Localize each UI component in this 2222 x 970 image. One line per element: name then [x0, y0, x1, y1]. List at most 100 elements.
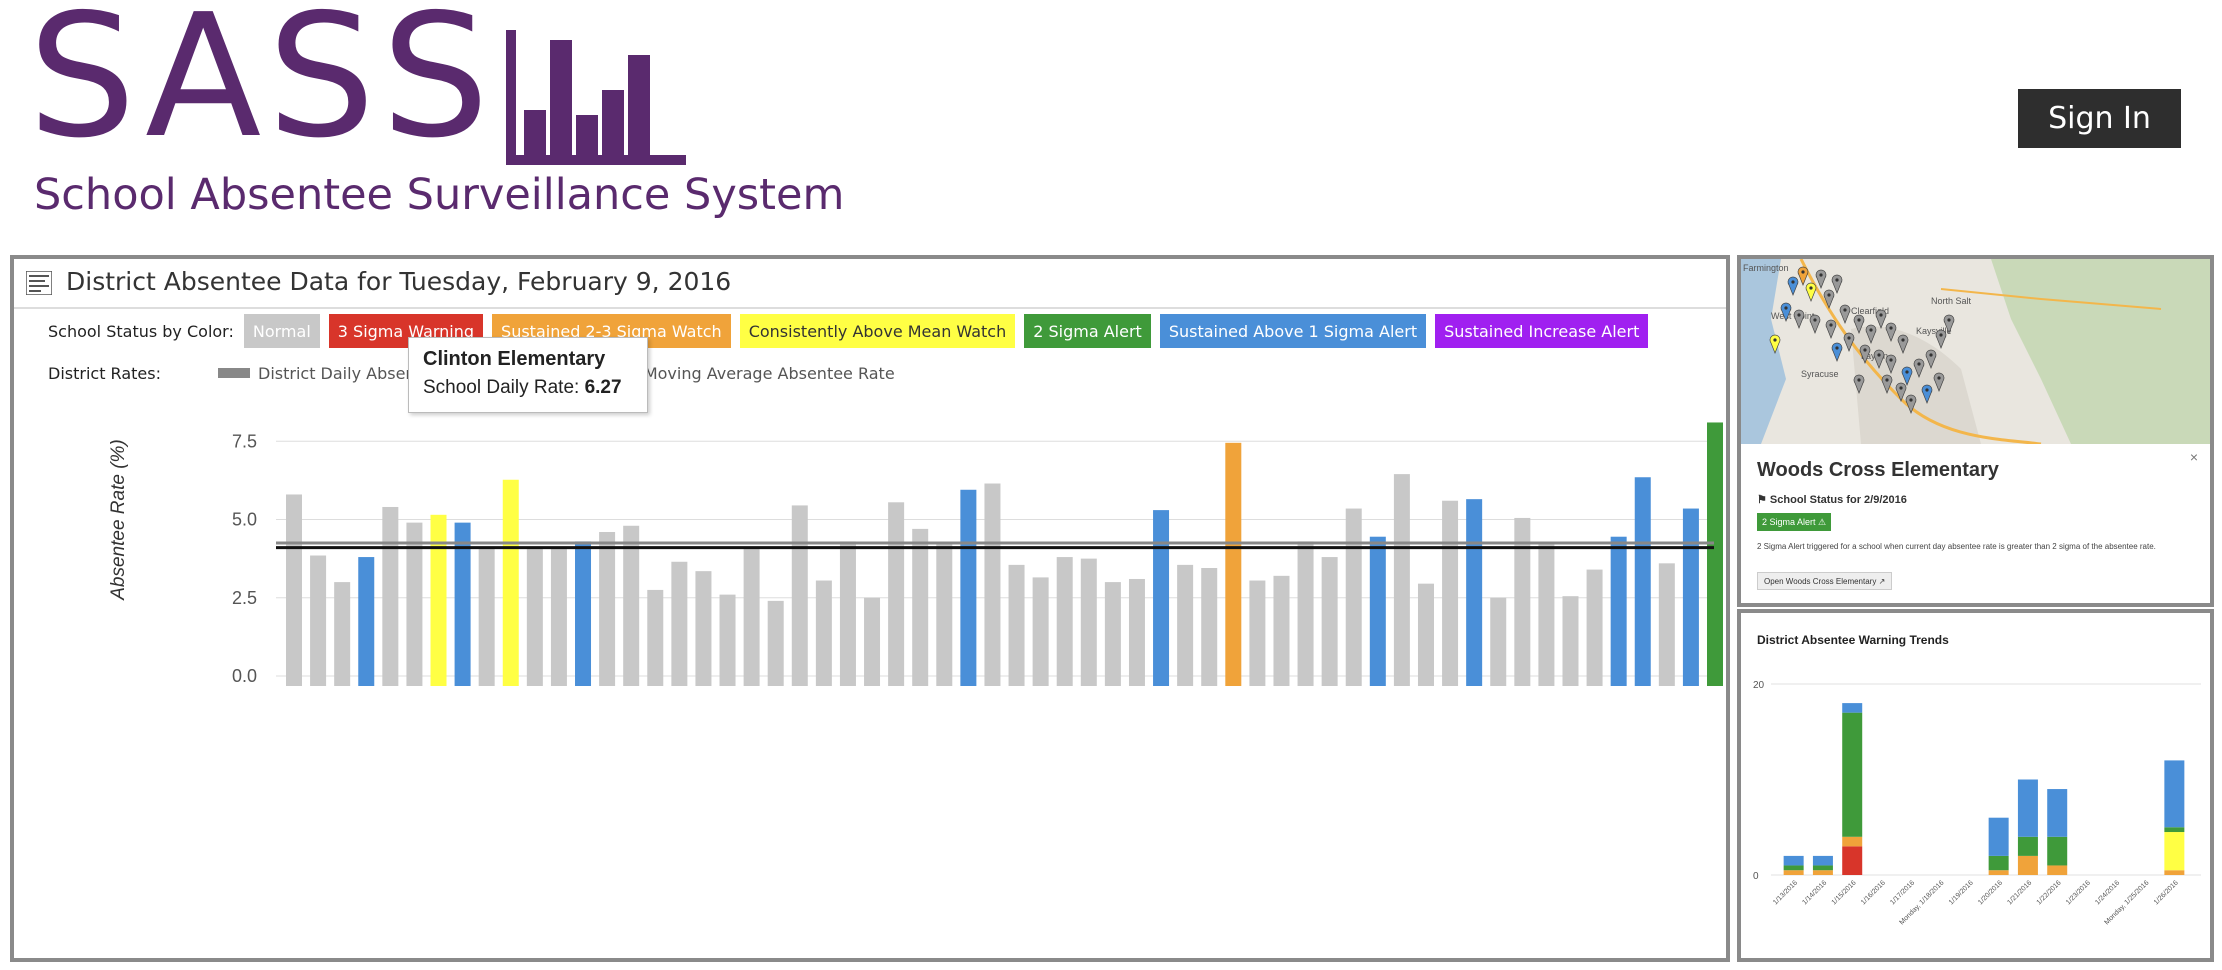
sass-logo[interactable]: SASS School Absentee Surveillance System — [28, 0, 844, 220]
school-bar[interactable] — [526, 547, 543, 686]
school-map-pin-icon[interactable] — [1787, 276, 1799, 296]
school-bar[interactable] — [575, 541, 592, 686]
school-bar[interactable] — [406, 522, 423, 686]
school-map-pin-icon[interactable] — [1875, 309, 1887, 329]
school-map-pin-icon[interactable] — [1897, 334, 1909, 354]
school-map-pin-icon[interactable] — [1885, 322, 1897, 342]
school-map-pin-icon[interactable] — [1793, 309, 1805, 329]
trend-bar-segment[interactable] — [2017, 855, 2038, 875]
school-map-pin-icon[interactable] — [1943, 314, 1955, 334]
school-map-pin-icon[interactable] — [1839, 304, 1851, 324]
school-map-pin-icon[interactable] — [1780, 302, 1792, 322]
school-bar[interactable] — [334, 582, 351, 686]
school-bar[interactable] — [1321, 557, 1338, 686]
trend-bar-segment[interactable] — [1812, 870, 1833, 875]
school-bar[interactable] — [767, 600, 784, 686]
trend-bar-segment[interactable] — [1842, 703, 1863, 713]
school-map-pin-icon[interactable] — [1921, 384, 1933, 404]
school-map-pin-icon[interactable] — [1895, 382, 1907, 402]
school-bar[interactable] — [286, 494, 302, 686]
school-bar[interactable] — [430, 514, 447, 686]
school-bar[interactable] — [888, 502, 905, 686]
school-bar[interactable] — [647, 589, 664, 686]
school-map-pin-icon[interactable] — [1901, 366, 1913, 386]
trend-bar-segment[interactable] — [2047, 789, 2068, 837]
school-map-pin-icon[interactable] — [1853, 314, 1865, 334]
school-map-pin-icon[interactable] — [1885, 354, 1897, 374]
trend-bar-segment[interactable] — [2047, 836, 2068, 866]
school-bar[interactable] — [1490, 597, 1507, 686]
school-bar[interactable] — [454, 522, 471, 686]
school-map[interactable]: Farmington North Salt West Point Syracuse Ka… — [1741, 259, 2210, 444]
trend-bar-segment[interactable] — [1842, 712, 1863, 837]
school-bar[interactable] — [1225, 442, 1242, 686]
school-bar[interactable] — [1707, 422, 1723, 686]
school-bar[interactable] — [719, 594, 736, 686]
school-bar[interactable] — [1393, 474, 1410, 686]
school-map-pin-icon[interactable] — [1809, 314, 1821, 334]
school-map-pin-icon[interactable] — [1873, 349, 1885, 369]
school-bar[interactable] — [1080, 558, 1097, 686]
trend-bar-segment[interactable] — [2164, 760, 2185, 828]
school-bar[interactable] — [1538, 544, 1555, 686]
school-map-pin-icon[interactable] — [1905, 394, 1917, 414]
school-bar[interactable] — [1610, 536, 1627, 686]
school-bar[interactable] — [502, 479, 519, 686]
trend-bar-segment[interactable] — [1783, 870, 1804, 875]
school-map-pin-icon[interactable] — [1853, 374, 1865, 394]
school-bar[interactable] — [599, 532, 616, 686]
school-bar[interactable] — [1634, 477, 1651, 686]
trend-bar-segment[interactable] — [2017, 836, 2038, 856]
school-map-pin-icon[interactable] — [1913, 358, 1925, 378]
trend-bar-segment[interactable] — [1842, 836, 1863, 847]
school-bar[interactable] — [1345, 508, 1362, 686]
trend-bar-segment[interactable] — [1988, 870, 2009, 875]
school-map-pin-icon[interactable] — [1859, 344, 1871, 364]
school-bar[interactable] — [1032, 577, 1049, 686]
school-bar[interactable] — [310, 555, 327, 686]
school-map-pin-icon[interactable] — [1823, 289, 1835, 309]
school-map-pin-icon[interactable] — [1865, 324, 1877, 344]
school-map-pin-icon[interactable] — [1925, 349, 1937, 369]
school-bar[interactable] — [1273, 575, 1290, 686]
close-icon[interactable]: × — [2189, 449, 2198, 465]
school-bar[interactable] — [1442, 500, 1459, 686]
school-bar[interactable] — [1297, 541, 1314, 686]
school-bar[interactable] — [1369, 536, 1386, 686]
school-map-pin-icon[interactable] — [1797, 266, 1809, 286]
school-bar[interactable] — [1008, 564, 1025, 686]
open-school-button[interactable]: Open Woods Cross Elementary ↗ — [1757, 572, 1893, 590]
school-bar[interactable] — [1658, 563, 1675, 686]
school-bar[interactable] — [912, 528, 929, 686]
school-bar[interactable] — [984, 483, 1001, 686]
school-bar[interactable] — [1682, 508, 1699, 686]
school-map-pin-icon[interactable] — [1831, 274, 1843, 294]
school-bar[interactable] — [791, 505, 808, 686]
sign-in-button[interactable]: Sign In — [2018, 89, 2181, 148]
trend-bar-segment[interactable] — [2164, 832, 2185, 871]
school-map-pin-icon[interactable] — [1881, 374, 1893, 394]
trend-bar-segment[interactable] — [2017, 779, 2038, 837]
trend-bar-segment[interactable] — [1812, 855, 1833, 866]
school-bar[interactable] — [1249, 580, 1266, 686]
school-bar[interactable] — [1128, 578, 1145, 686]
school-bar[interactable] — [960, 489, 977, 686]
school-map-pin-icon[interactable] — [1769, 334, 1781, 354]
trend-bar-segment[interactable] — [1988, 817, 2009, 856]
school-bar[interactable] — [815, 580, 832, 686]
school-bar[interactable] — [1417, 583, 1434, 686]
trend-bar-segment[interactable] — [1783, 865, 1804, 871]
school-bar[interactable] — [1466, 499, 1483, 686]
school-bar[interactable] — [1153, 510, 1170, 686]
trend-bar-segment[interactable] — [1988, 855, 2009, 871]
school-bar[interactable] — [695, 571, 712, 686]
trend-bar-segment[interactable] — [2164, 870, 2185, 875]
school-bar[interactable] — [1562, 596, 1579, 686]
school-bar[interactable] — [1514, 517, 1531, 686]
school-bar[interactable] — [382, 506, 399, 686]
trend-bar-segment[interactable] — [1812, 865, 1833, 871]
school-bar[interactable] — [864, 597, 881, 686]
trend-bar-segment[interactable] — [2164, 827, 2185, 833]
trend-bar-segment[interactable] — [1783, 855, 1804, 866]
school-map-pin-icon[interactable] — [1815, 269, 1827, 289]
